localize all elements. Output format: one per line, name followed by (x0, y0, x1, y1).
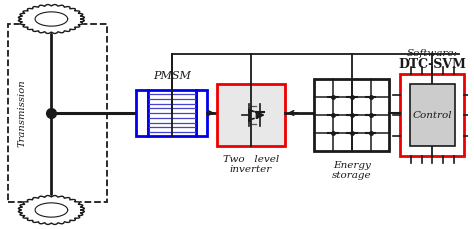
Text: Energy: Energy (333, 161, 371, 169)
Bar (218, 84, 284, 146)
Polygon shape (18, 5, 84, 33)
Bar (148, 90, 196, 136)
Bar (137, 90, 148, 136)
Text: Software:: Software: (407, 49, 458, 58)
Text: Two   level: Two level (223, 155, 279, 164)
Text: Transmission: Transmission (17, 79, 26, 147)
Text: DTC-SVM: DTC-SVM (398, 57, 466, 71)
Polygon shape (18, 196, 84, 224)
Text: storage: storage (332, 171, 372, 180)
Bar (314, 79, 389, 151)
Bar (410, 84, 455, 146)
Bar (196, 90, 208, 136)
Text: Control: Control (412, 111, 452, 120)
Polygon shape (256, 112, 264, 118)
Text: PMSM: PMSM (153, 71, 191, 81)
Text: inverter: inverter (230, 166, 272, 174)
Bar (400, 74, 465, 156)
Bar (8, 24, 107, 202)
